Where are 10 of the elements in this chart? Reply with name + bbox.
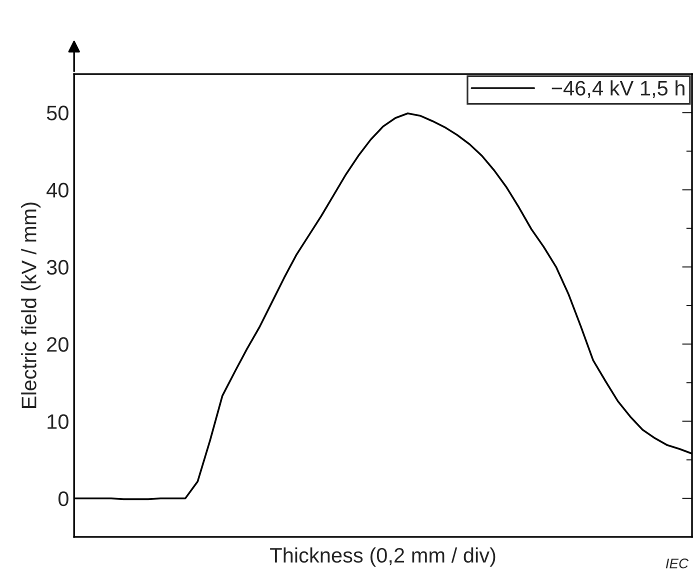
y-tick-label: 40 xyxy=(46,182,68,198)
y-tick-label: 10 xyxy=(48,414,68,429)
y-tick-label: 0 xyxy=(58,491,68,506)
y-axis-title: Electric field (kV / mm) xyxy=(21,202,40,408)
y-tick-label: 30 xyxy=(46,260,68,275)
y-tick-label: 20 xyxy=(47,337,68,352)
text: IEC xyxy=(666,558,689,568)
legend-label: −46,4 kV 1,5 h xyxy=(552,80,684,98)
y-tick-label: 50 xyxy=(46,106,68,120)
x-axis-title: Thickness (0,2 mm / div) xyxy=(270,547,496,567)
